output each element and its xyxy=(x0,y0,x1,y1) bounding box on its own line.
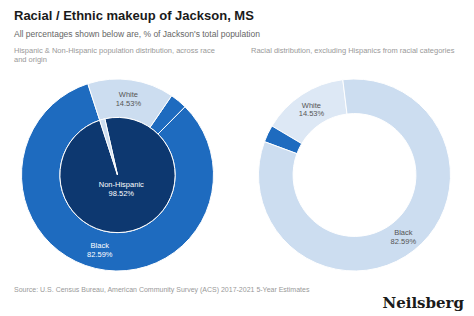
html-text:Racial / Ethnic makeup of Jack: Racial / Ethnic makeup of Jackson, MS xyxy=(14,8,254,23)
svg-text:Black82.59%: Black82.59% xyxy=(391,228,417,246)
html-text:Neilsberg: Neilsberg xyxy=(382,294,464,312)
svg-text:White14.53%: White14.53% xyxy=(116,90,142,108)
html-text:Hispanic & Non-Hispanic popula: Hispanic & Non-Hispanic population distr… xyxy=(14,46,215,64)
svg-text:White14.53%: White14.53% xyxy=(299,101,325,119)
html-text:All percentages shown below ar: All percentages shown below are, % of Ja… xyxy=(14,29,260,39)
svg-text:Non-Hispanic98.52%: Non-Hispanic98.52% xyxy=(99,180,144,198)
svg-text:Black82.59%: Black82.59% xyxy=(87,241,113,259)
html-text:Racial distribution, excluding: Racial distribution, excluding Hispanics… xyxy=(251,46,455,55)
html-text:Source: U.S. Census Bureau, Am: Source: U.S. Census Bureau, American Com… xyxy=(14,286,310,293)
